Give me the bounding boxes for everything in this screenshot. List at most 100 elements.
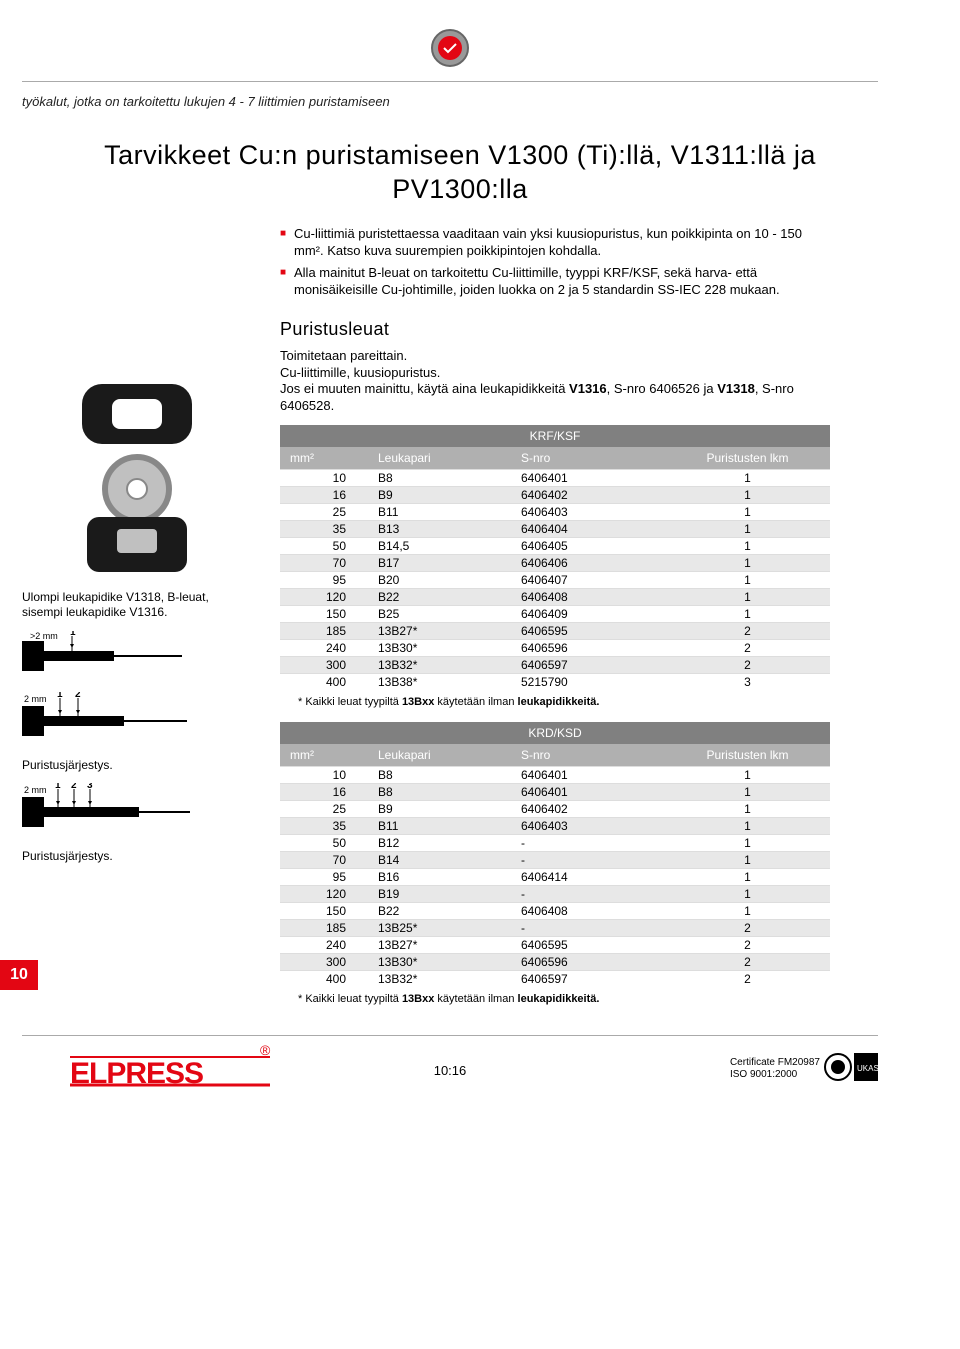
table-cell: 2	[665, 920, 830, 937]
table-cell: 1	[665, 852, 830, 869]
caption-product: Ulompi leukapidike V1318, B-leuat, sisem…	[22, 590, 252, 621]
table-cell: B11	[368, 818, 511, 835]
elpress-logo: ® ELPRESS	[70, 1045, 280, 1094]
table-cell: 6406402	[511, 801, 665, 818]
table-row: 70B1764064061	[280, 555, 830, 572]
table-cell: B25	[368, 606, 511, 623]
table-cell: 1	[665, 903, 830, 920]
table-cell: 120	[280, 886, 368, 903]
table-cell: 16	[280, 487, 368, 504]
table-row: 120B2264064081	[280, 589, 830, 606]
table-cell: 13B25*	[368, 920, 511, 937]
table-cell: B22	[368, 589, 511, 606]
side-tab: 10	[0, 960, 38, 990]
table-cell: 185	[280, 920, 368, 937]
table-row: 35B1364064041	[280, 521, 830, 538]
svg-text:1: 1	[70, 631, 76, 638]
table-cell: B12	[368, 835, 511, 852]
table-row: 50B12-1	[280, 835, 830, 852]
table-cell: 300	[280, 954, 368, 971]
th: S-nro	[511, 744, 665, 767]
table-row: 16B964064021	[280, 487, 830, 504]
table-row: 95B1664064141	[280, 869, 830, 886]
table-cell: B16	[368, 869, 511, 886]
table-row: 40013B32*64065972	[280, 971, 830, 988]
table-row: 30013B32*64065972	[280, 657, 830, 674]
th: Puristusten lkm	[665, 447, 830, 470]
table-cell: 6406414	[511, 869, 665, 886]
divider	[22, 81, 878, 82]
table-cell: 1	[665, 606, 830, 623]
table-cell: 25	[280, 504, 368, 521]
table-cell: 13B30*	[368, 640, 511, 657]
table-cell: 50	[280, 835, 368, 852]
table-cell: 50	[280, 538, 368, 555]
section-desc: Toimitetaan pareittain. Cu-liittimille, …	[280, 348, 830, 416]
table-header-row: mm² Leukapari S-nro Puristusten lkm	[280, 744, 830, 767]
table-row: 25B1164064031	[280, 504, 830, 521]
table-cell: 1	[665, 470, 830, 487]
table-cell: 70	[280, 555, 368, 572]
table-cell: B20	[368, 572, 511, 589]
table-row: 18513B27*64065952	[280, 623, 830, 640]
table-cell: 1	[665, 818, 830, 835]
top-logo-icon	[0, 26, 900, 75]
table-cell: B14	[368, 852, 511, 869]
table-cell: 6406595	[511, 623, 665, 640]
breadcrumb: työkalut, jotka on tarkoitettu lukujen 4…	[22, 94, 900, 109]
table-cell: 13B27*	[368, 937, 511, 954]
table-header-row: mm² Leukapari S-nro Puristusten lkm	[280, 447, 830, 470]
table-row: 24013B30*64065962	[280, 640, 830, 657]
table-row: 50B14,564064051	[280, 538, 830, 555]
table-cell: B9	[368, 801, 511, 818]
table-cell: 6406596	[511, 640, 665, 657]
table-cell: B8	[368, 470, 511, 487]
caption-order-1: Puristusjärjestys.	[22, 758, 252, 774]
table-cell: 1	[665, 835, 830, 852]
table-krf: KRF/KSF mm² Leukapari S-nro Puristusten …	[280, 425, 830, 690]
th: mm²	[280, 744, 368, 767]
table-row: 10B864064011	[280, 767, 830, 784]
table-row: 40013B38*52157903	[280, 674, 830, 691]
svg-text:1: 1	[55, 783, 61, 791]
table-cell: 35	[280, 521, 368, 538]
table-cell: 6406409	[511, 606, 665, 623]
table-cell: 6406402	[511, 487, 665, 504]
intro-list: Cu-liittimiä puristettaessa vaaditaan va…	[280, 225, 830, 299]
table-row: 10B864064011	[280, 470, 830, 487]
table-cell: 150	[280, 903, 368, 920]
table-cell: 400	[280, 674, 368, 691]
table-cell: B17	[368, 555, 511, 572]
crimp-diagram-1: >2 mm 1	[22, 631, 252, 684]
cert-badge-icon: UKAS	[824, 1047, 880, 1092]
table-cell: 1	[665, 521, 830, 538]
table-cell: 185	[280, 623, 368, 640]
table-cell: 16	[280, 784, 368, 801]
table-cell: 13B38*	[368, 674, 511, 691]
table-row: 25B964064021	[280, 801, 830, 818]
table-cell: 2	[665, 623, 830, 640]
th: S-nro	[511, 447, 665, 470]
table-cell: 10	[280, 767, 368, 784]
table-cell: 2	[665, 657, 830, 674]
table-cell: 3	[665, 674, 830, 691]
table-row: 95B2064064071	[280, 572, 830, 589]
table-cell: 6406407	[511, 572, 665, 589]
table-cell: 6406406	[511, 555, 665, 572]
table-cell: 1	[665, 504, 830, 521]
table-cell: 1	[665, 869, 830, 886]
table-cell: 10	[280, 470, 368, 487]
table-cell: 6406403	[511, 818, 665, 835]
table-cell: 1	[665, 767, 830, 784]
table-footnote: * Kaikki leuat tyypiltä 13Bxx käytetään …	[298, 993, 830, 1005]
table-cell: 300	[280, 657, 368, 674]
table-cell: 6406401	[511, 767, 665, 784]
table-band: KRD/KSD	[280, 722, 830, 744]
table-cell: 6406597	[511, 657, 665, 674]
table-cell: B8	[368, 767, 511, 784]
section-title: Puristusleuat	[280, 319, 830, 340]
table-cell: 25	[280, 801, 368, 818]
svg-text:1: 1	[57, 692, 63, 700]
table-cell: 6406408	[511, 903, 665, 920]
page-title: Tarvikkeet Cu:n puristamiseen V1300 (Ti)…	[90, 139, 830, 207]
